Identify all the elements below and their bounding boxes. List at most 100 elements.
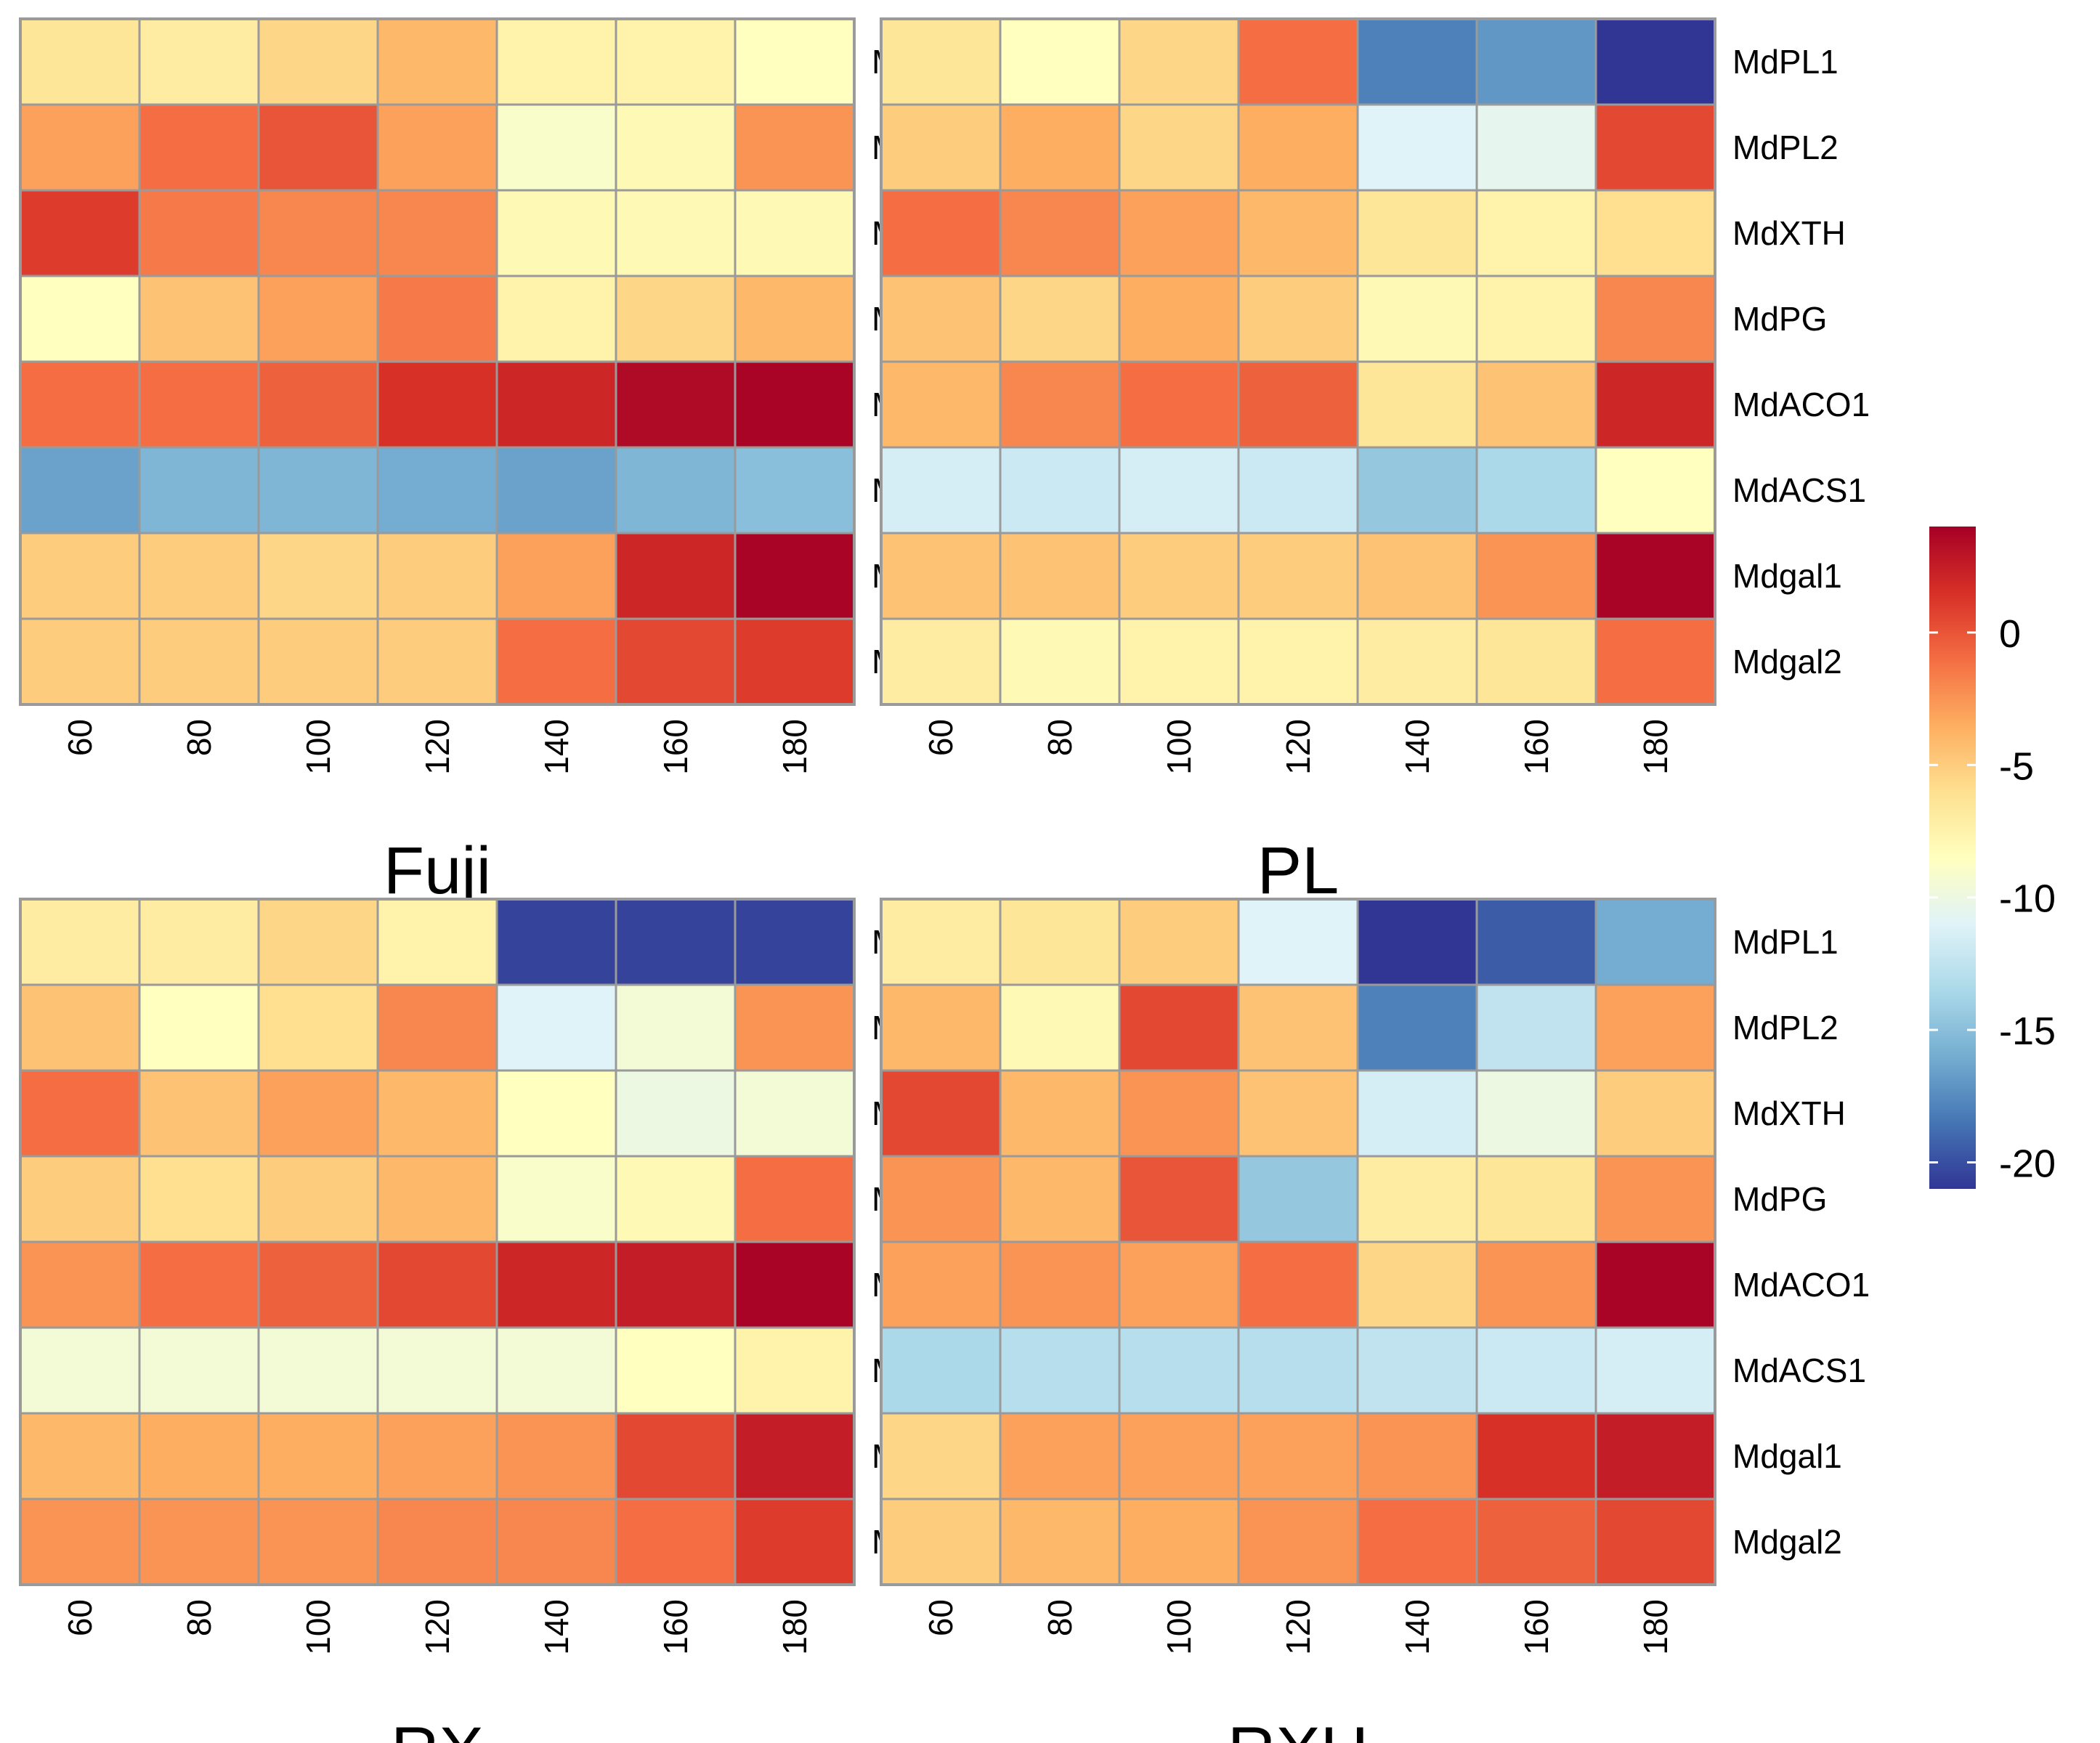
panel-pl: MdPL1 MdPL2 MdXTH MdPG MdACO1 MdACS1 Mdgal1 Mdg…	[880, 17, 1870, 908]
heatmap-cell	[999, 446, 1121, 535]
heatmap-cell	[495, 1240, 617, 1329]
colorbar-tick-label: -15	[1999, 1009, 2056, 1053]
heatmap-cell	[734, 532, 856, 620]
column-label: 140	[538, 719, 575, 775]
heatmap-cell	[999, 1326, 1121, 1415]
heatmap-cell	[1237, 1155, 1359, 1243]
heatmap-cell	[19, 983, 141, 1072]
heatmap-cell	[1594, 360, 1716, 449]
column-label: 60	[61, 1599, 99, 1636]
heatmap-cell	[880, 17, 1002, 106]
column-label: 140	[538, 1599, 575, 1655]
heatmap-cell	[1594, 1412, 1716, 1500]
heatmap-cell	[1475, 446, 1597, 535]
panel-title: RXH	[1228, 1714, 1369, 1743]
heatmap-cell	[615, 617, 737, 706]
heatmap-cell	[734, 1412, 856, 1500]
heatmap-cell	[1594, 103, 1716, 192]
heatmap-cell	[999, 189, 1121, 277]
heatmap-cell	[880, 617, 1002, 706]
heatmap-cell	[1475, 898, 1597, 986]
heatmap-cell	[495, 189, 617, 277]
heatmap-cell	[880, 1069, 1002, 1158]
row-label: Mdgal1	[1732, 1437, 1842, 1475]
heatmap-cell	[376, 532, 498, 620]
heatmap-cell	[1356, 446, 1478, 535]
column-label: 120	[1279, 1599, 1317, 1655]
heatmap-cell	[1356, 898, 1478, 986]
heatmap-cell	[1118, 617, 1240, 706]
panel-frame	[880, 17, 1716, 706]
heatmap-cell	[495, 1155, 617, 1243]
heatmap-cell	[495, 1498, 617, 1586]
heatmap-cell	[880, 446, 1002, 535]
row-label: MdPL1	[1732, 923, 1838, 961]
heatmap-cell	[257, 1240, 379, 1329]
heatmap-cell	[999, 532, 1121, 620]
heatmap-cell	[138, 446, 260, 535]
column-label: 100	[1160, 1599, 1198, 1655]
column-label: 180	[1637, 1599, 1674, 1655]
heatmap-cell	[376, 1155, 498, 1243]
heatmap-cell	[19, 446, 141, 535]
row-label: Mdgal2	[1732, 643, 1842, 680]
panel-frame	[19, 17, 856, 706]
heatmap-cell	[1118, 275, 1240, 363]
heatmap-cell	[1118, 1498, 1240, 1586]
heatmap-cell	[19, 1498, 141, 1586]
column-label: 80	[1041, 719, 1079, 756]
heatmap-cell	[1356, 1498, 1478, 1586]
row-label: Mdgal1	[1732, 557, 1842, 595]
heatmap-cell	[138, 360, 260, 449]
heatmap-cell	[376, 275, 498, 363]
colorbar-tick-label: -5	[1999, 744, 2034, 788]
heatmap-cell	[1594, 1155, 1716, 1243]
heatmap-cell	[1237, 1498, 1359, 1586]
heatmap-cell	[999, 1240, 1121, 1329]
heatmap-cell	[1475, 1326, 1597, 1415]
row-label: MdACO1	[1732, 386, 1870, 423]
heatmap-cell	[1118, 1326, 1240, 1415]
heatmap-cell	[999, 17, 1121, 106]
heatmap-cell	[999, 617, 1121, 706]
heatmap-cell	[615, 898, 737, 986]
row-label: MdXTH	[1732, 1094, 1846, 1132]
heatmap-cell	[1237, 360, 1359, 449]
heatmap-cell	[999, 360, 1121, 449]
heatmap-cell	[376, 360, 498, 449]
heatmap-cell	[615, 189, 737, 277]
column-label: 60	[61, 719, 99, 756]
heatmap-cell	[1237, 275, 1359, 363]
heatmap-cell	[1237, 983, 1359, 1072]
heatmap-cell	[1356, 1155, 1478, 1243]
heatmap-cell	[734, 446, 856, 535]
heatmap-cell	[1475, 1069, 1597, 1158]
column-label: 160	[1517, 1599, 1555, 1655]
heatmap-cell	[1475, 189, 1597, 277]
heatmap-cell	[1118, 103, 1240, 192]
panel-title: RX	[391, 1714, 484, 1743]
heatmap-cell	[495, 275, 617, 363]
heatmap-cell	[1118, 1240, 1240, 1329]
heatmap-cell	[880, 360, 1002, 449]
heatmap-cell	[257, 360, 379, 449]
heatmap-cell	[880, 189, 1002, 277]
heatmap-cell	[376, 17, 498, 106]
heatmap-cell	[19, 898, 141, 986]
heatmap-cell	[880, 1240, 1002, 1329]
heatmap-cell	[19, 1326, 141, 1415]
heatmap-cell	[257, 17, 379, 106]
heatmap-cell	[1237, 17, 1359, 106]
heatmap-cell	[615, 1498, 737, 1586]
heatmap-cell	[376, 1412, 498, 1500]
panel-title: PL	[1257, 834, 1339, 908]
heatmap-cell	[734, 103, 856, 192]
heatmap-cell	[1594, 898, 1716, 986]
heatmap-cell	[1356, 983, 1478, 1072]
heatmap-cell	[138, 1069, 260, 1158]
heatmap-cell	[1594, 17, 1716, 106]
heatmap-cell	[257, 1155, 379, 1243]
heatmap-cell	[138, 898, 260, 986]
heatmap-cell	[1118, 17, 1240, 106]
heatmap-cell	[1118, 189, 1240, 277]
